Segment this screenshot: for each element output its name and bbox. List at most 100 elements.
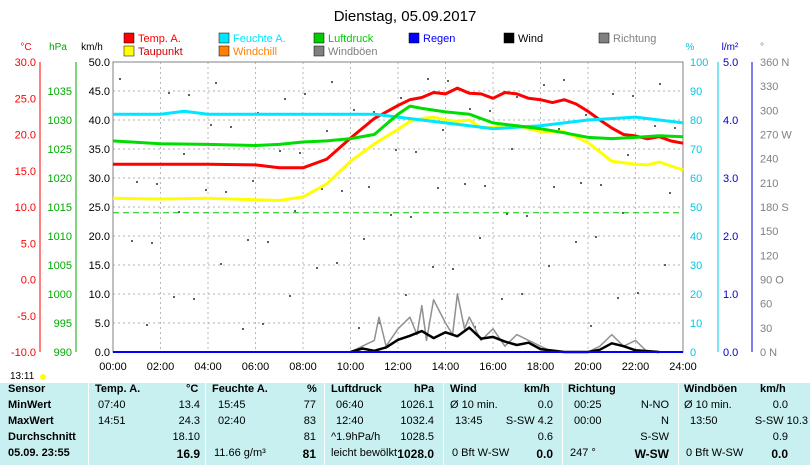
direction-dot — [304, 93, 306, 95]
legend-swatch — [218, 32, 230, 44]
direction-min-time: 00:25 — [574, 399, 602, 411]
tick-label: 35.0 — [89, 144, 110, 156]
direction-dot — [321, 188, 323, 190]
legend-swatch — [218, 45, 230, 57]
direction-dot — [558, 128, 560, 130]
tick-label: 10.0 — [15, 202, 36, 214]
direction-dot — [358, 327, 360, 329]
tick-label: 0.0 — [21, 275, 36, 287]
direction-dot — [119, 78, 121, 80]
temp-min: 13.4 — [178, 399, 200, 411]
legend-swatch — [313, 32, 325, 44]
wind-min: 0.0 — [537, 399, 553, 411]
legend-label: Taupunkt — [138, 46, 183, 58]
tick-label: 10 — [690, 318, 702, 330]
direction-dot — [674, 127, 676, 129]
stats-table: Sensor MinWert MaxWert Durchschnitt 05.0… — [0, 383, 810, 465]
legend-label: Wind — [518, 33, 543, 45]
humidity-axis-unit: % — [686, 42, 695, 53]
row-label-current: 05.09. 23:55 — [8, 447, 70, 459]
direction-current: W-SW — [634, 447, 669, 461]
x-tick-label: 16:00 — [479, 361, 507, 371]
col-sep — [562, 383, 563, 465]
series-line — [113, 109, 684, 131]
tick-label: 25.0 — [89, 202, 110, 214]
direction-dot — [299, 152, 301, 154]
direction-dot — [225, 191, 227, 193]
humidity-current: 81 — [302, 447, 316, 461]
x-tick-label: 24:00 — [669, 361, 697, 371]
wind-bft: 0 Bft W-SW — [452, 447, 510, 459]
tick-label: 360 N — [760, 57, 789, 69]
gusts-current: 0.0 — [771, 447, 788, 461]
gusts-unit: km/h — [760, 383, 786, 395]
tick-label: 180 S — [760, 202, 789, 214]
direction-dot — [452, 268, 454, 270]
wind-max-time: 13:45 — [455, 415, 483, 427]
direction-max: N — [661, 415, 669, 427]
direction-dot — [501, 298, 503, 300]
direction-dot — [580, 182, 582, 184]
series-line — [350, 326, 660, 354]
wind-header: Wind — [450, 383, 477, 395]
gusts-max-time: 13:50 — [690, 415, 718, 427]
grid-lines — [113, 62, 683, 352]
direction-dot — [622, 212, 624, 214]
direction-dot — [405, 294, 407, 296]
direction-dot — [400, 97, 402, 99]
direction-dot — [326, 130, 328, 132]
direction-dot — [442, 129, 444, 131]
tick-label: 60 — [760, 299, 772, 311]
tick-label: 40.0 — [89, 115, 110, 127]
pressure-current: 1028.0 — [397, 447, 434, 461]
tick-label: 1025 — [48, 144, 72, 156]
humidity-abs: 11.66 g/m³ — [214, 447, 266, 459]
direction-dot — [341, 190, 343, 192]
tick-label: 1030 — [48, 115, 72, 127]
tick-label: 20.0 — [15, 130, 36, 142]
legend-swatch — [123, 32, 135, 44]
direction-dot — [173, 296, 175, 298]
direction-dot — [230, 126, 232, 128]
gusts-header: Windböen — [684, 383, 738, 395]
legend-label: Feuchte A. — [233, 33, 286, 45]
tick-label: 1000 — [48, 289, 72, 301]
tick-label: 40 — [690, 231, 702, 243]
tick-label: 20.0 — [89, 231, 110, 243]
series-line — [112, 115, 684, 202]
temp-axis-unit: °C — [20, 42, 31, 53]
direction-dot — [267, 241, 269, 243]
tick-label: 90 O — [760, 275, 784, 287]
direction-dot — [427, 78, 429, 80]
legend-swatch — [313, 45, 325, 57]
tick-label: 5.0 — [723, 57, 738, 69]
direction-dot — [215, 82, 217, 84]
x-tick-label: 12:00 — [384, 361, 412, 371]
x-tick-label: 22:00 — [622, 361, 650, 371]
tick-label: 0.0 — [723, 347, 738, 359]
x-tick-label: 06:00 — [242, 361, 270, 371]
direction-dot — [489, 110, 491, 112]
humidity-avg: 81 — [303, 431, 316, 443]
tick-label: 30 — [760, 323, 772, 335]
direction-dot — [378, 322, 380, 324]
tick-label: 330 — [760, 81, 778, 93]
direction-dot — [331, 81, 333, 83]
direction-dot — [168, 92, 170, 94]
direction-min: N-NO — [640, 399, 669, 411]
pressure-max: 1032.4 — [400, 415, 434, 427]
pressure-axis-unit: hPa — [49, 42, 67, 53]
pressure-min: 1026.1 — [400, 399, 434, 411]
direction-dot — [156, 183, 158, 185]
tick-label: 0 — [690, 347, 696, 359]
direction-dot — [627, 154, 629, 156]
direction-dot — [316, 267, 318, 269]
direction-dot — [183, 153, 185, 155]
tick-label: 15.0 — [89, 260, 110, 272]
wind-axis-unit: km/h — [81, 42, 103, 53]
legend-swatch — [123, 45, 135, 57]
row-label-sensor: Sensor — [8, 383, 46, 395]
col-sep — [88, 383, 89, 465]
x-tick-label: 18:00 — [527, 361, 555, 371]
legend-label: Windböen — [328, 46, 378, 58]
